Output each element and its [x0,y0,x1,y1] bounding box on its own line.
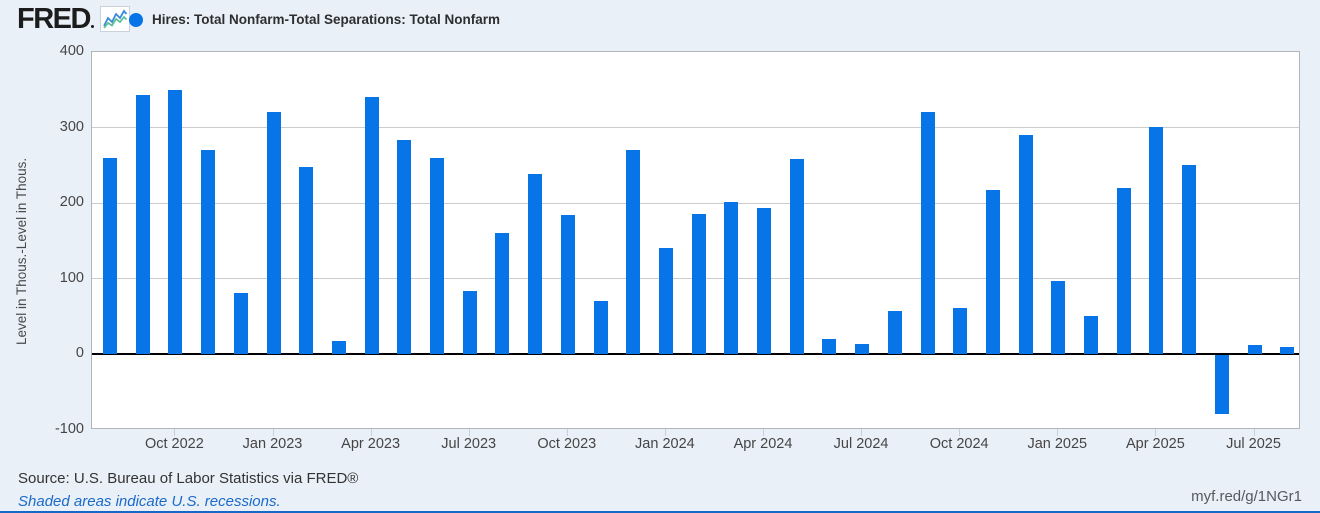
y-tick-label-300: 300 [59,118,84,135]
bar-apr-2024[interactable] [757,207,771,355]
bar-jan-2024[interactable] [658,247,673,355]
bar-jul-2024[interactable] [855,343,870,355]
bottom-accent-bar [0,511,1320,513]
bar-jul-2023[interactable] [462,290,477,355]
x-tick-mark [272,429,274,436]
y-tick-label-0: 0 [75,345,84,362]
bar-jul-2025[interactable] [1247,344,1262,355]
y-tick-label-400: 400 [59,43,84,59]
bar-apr-2023[interactable] [364,96,379,355]
bar-nov-2023[interactable] [593,301,608,355]
gridline-200 [92,202,1299,204]
bar-aug-2025[interactable] [1280,346,1295,355]
bar-sep-2022[interactable] [135,95,150,355]
x-tick-label-apr-2023: Apr 2023 [341,436,401,452]
bar-mar-2025[interactable] [1116,188,1131,355]
bar-mar-2024[interactable] [724,201,739,355]
bar-apr-2025[interactable] [1149,126,1164,355]
bar-aug-2023[interactable] [495,232,510,355]
gridline-300 [92,127,1299,129]
bar-may-2025[interactable] [1182,164,1197,355]
zero-axis-line [92,353,1299,356]
bar-oct-2023[interactable] [560,214,575,355]
x-tick-label-apr-2024: Apr 2024 [733,436,793,452]
x-tick-label-jan-2024: Jan 2024 [635,436,695,452]
permalink-text: myf.red/g/1NGr1 [1191,488,1302,505]
bar-feb-2025[interactable] [1084,315,1098,355]
x-tick-mark [1057,429,1059,436]
bar-jan-2023[interactable] [266,112,281,355]
x-tick-mark [664,429,666,436]
bar-aug-2024[interactable] [887,310,902,355]
bar-feb-2023[interactable] [299,166,314,355]
recession-note-link[interactable]: Shaded areas indicate U.S. recessions. [18,493,281,510]
bar-nov-2022[interactable] [201,150,216,355]
fred-sparkline-icon [99,6,130,32]
bar-nov-2024[interactable] [985,189,1000,355]
y-tick-label-100: 100 [59,269,84,286]
x-tick-mark [174,429,176,436]
x-tick-label-jan-2023: Jan 2023 [242,436,303,452]
bar-may-2024[interactable] [789,159,804,355]
x-tick-label-oct-2023: Oct 2023 [537,436,597,452]
x-tick-mark [370,429,372,436]
x-tick-mark [861,429,863,436]
bar-dec-2022[interactable] [233,293,248,355]
series-title: Hires: Total Nonfarm-Total Separations: … [152,12,501,27]
bar-mar-2023[interactable] [331,340,346,355]
x-tick-label-jul-2023: Jul 2023 [441,436,497,452]
x-tick-mark [566,429,568,436]
plot-area[interactable] [91,51,1300,429]
x-tick-label-jul-2024: Jul 2024 [833,436,889,452]
x-tick-label-oct-2022: Oct 2022 [144,436,204,452]
bar-dec-2023[interactable] [626,149,641,355]
y-tick-label-200: 200 [59,194,84,211]
bar-oct-2022[interactable] [168,89,183,355]
series-legend-marker-icon[interactable] [129,13,143,27]
fred-logo-text: FRED [17,3,91,35]
y-axis-title: Level in Thous.-Level in Thous. [14,157,29,345]
bar-sep-2023[interactable] [528,174,543,355]
bar-jun-2024[interactable] [822,338,837,355]
bar-jun-2025[interactable] [1214,355,1229,415]
x-tick-mark [959,429,961,436]
registered-mark [90,25,94,28]
y-tick-label--100: -100 [54,421,84,437]
bar-oct-2024[interactable] [953,307,968,355]
bar-sep-2024[interactable] [920,111,935,355]
bar-jan-2025[interactable] [1051,281,1066,355]
fred-logo[interactable]: FRED [17,3,130,35]
x-tick-mark [468,429,470,436]
x-tick-mark [763,429,764,436]
x-tick-label-jul-2025: Jul 2025 [1226,436,1281,452]
bar-dec-2024[interactable] [1018,135,1033,355]
bar-may-2023[interactable] [397,139,412,355]
x-tick-mark [1155,429,1157,436]
source-text: Source: U.S. Bureau of Labor Statistics … [18,470,359,487]
bar-jun-2023[interactable] [430,157,444,355]
bar-aug-2022[interactable] [103,157,117,355]
x-tick-mark [1253,429,1255,436]
x-tick-label-jan-2025: Jan 2025 [1027,436,1088,452]
x-tick-label-apr-2025: Apr 2025 [1125,436,1185,452]
x-tick-label-oct-2024: Oct 2024 [929,436,989,452]
bar-feb-2024[interactable] [691,213,706,355]
